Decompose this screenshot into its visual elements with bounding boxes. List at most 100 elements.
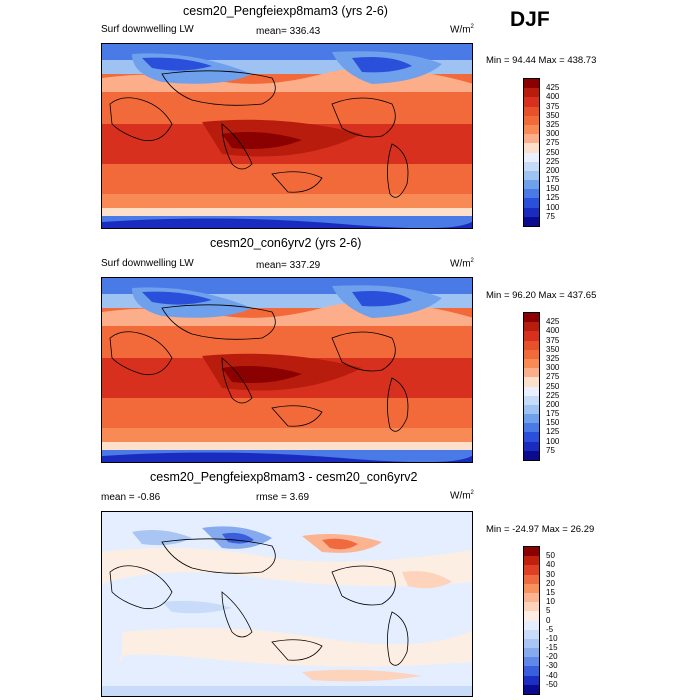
panel-1-title: cesm20_Pengfeiexp8mam3 (yrs 2-6) bbox=[183, 4, 388, 18]
colorbar-swatch bbox=[524, 386, 539, 396]
colorbar-swatch bbox=[524, 331, 539, 341]
colorbar-tick-label: 75 bbox=[546, 445, 555, 455]
panel-2-variable-label: Surf downwelling LW bbox=[101, 258, 194, 269]
colorbar-swatch bbox=[524, 349, 539, 359]
season-label: DJF bbox=[510, 8, 550, 31]
colorbar-tick-label: 250 bbox=[546, 381, 560, 391]
colorbar-tick-label: 5 bbox=[546, 606, 551, 616]
panel-3-map bbox=[101, 511, 473, 697]
panel-3-colorbar bbox=[523, 546, 540, 695]
colorbar-tick-label: -50 bbox=[546, 679, 558, 689]
colorbar-swatch bbox=[524, 675, 539, 685]
colorbar-tick-label: 30 bbox=[546, 569, 555, 579]
colorbar-tick-label: 0 bbox=[546, 615, 551, 625]
colorbar-tick-label: 10 bbox=[546, 597, 555, 607]
colorbar-tick-label: 375 bbox=[546, 101, 560, 111]
colorbar-tick-label: 350 bbox=[546, 344, 560, 354]
colorbar-tick-label: 50 bbox=[546, 551, 555, 561]
colorbar-swatch bbox=[524, 134, 539, 144]
colorbar-swatch bbox=[524, 684, 539, 694]
colorbar-tick-label: 400 bbox=[546, 326, 560, 336]
colorbar-swatch bbox=[524, 574, 539, 584]
colorbar-tick-label: -10 bbox=[546, 633, 558, 643]
colorbar-swatch bbox=[524, 189, 539, 199]
panel-1-minmax: Min = 94.44 Max = 438.73 bbox=[486, 55, 597, 66]
colorbar-tick-label: 175 bbox=[546, 409, 560, 419]
colorbar-swatch bbox=[524, 358, 539, 369]
colorbar-swatch bbox=[524, 450, 539, 460]
panel-1-variable-label: Surf downwelling LW bbox=[101, 24, 194, 35]
panel-3-units: W/m2 bbox=[450, 490, 474, 502]
colorbar-tick-label: 100 bbox=[546, 436, 560, 446]
panel-1-units: W/m2 bbox=[450, 24, 474, 36]
colorbar-swatch bbox=[524, 124, 539, 135]
colorbar-swatch bbox=[524, 657, 539, 667]
panel-3-rmse-label: rmse = 3.69 bbox=[256, 492, 310, 503]
colorbar-swatch bbox=[524, 547, 539, 557]
colorbar-tick-label: 425 bbox=[546, 317, 560, 327]
panel-2-minmax: Min = 96.20 Max = 437.65 bbox=[486, 290, 597, 301]
colorbar-swatch bbox=[524, 340, 539, 350]
colorbar-swatch bbox=[524, 368, 539, 378]
colorbar-swatch bbox=[524, 611, 539, 621]
colorbar-swatch bbox=[524, 414, 539, 424]
colorbar-tick-label: 225 bbox=[546, 390, 560, 400]
colorbar-swatch bbox=[524, 592, 539, 603]
colorbar-swatch bbox=[524, 377, 539, 387]
panel-2-units: W/m2 bbox=[450, 258, 474, 270]
colorbar-tick-label: 300 bbox=[546, 363, 560, 373]
colorbar-swatch bbox=[524, 395, 539, 405]
colorbar-swatch bbox=[524, 143, 539, 153]
colorbar-swatch bbox=[524, 152, 539, 162]
colorbar-tick-label: 125 bbox=[546, 427, 560, 437]
panel-1-map bbox=[101, 43, 473, 229]
colorbar-swatch bbox=[524, 115, 539, 125]
colorbar-tick-label: -5 bbox=[546, 624, 554, 634]
colorbar-tick-label: 75 bbox=[546, 211, 555, 221]
colorbar-swatch bbox=[524, 441, 539, 451]
colorbar-tick-label: -30 bbox=[546, 661, 558, 671]
colorbar-tick-label: 300 bbox=[546, 129, 560, 139]
colorbar-swatch bbox=[524, 629, 539, 639]
colorbar-tick-label: 275 bbox=[546, 372, 560, 382]
panel-3-mean-label: mean = -0.86 bbox=[101, 492, 161, 503]
colorbar-tick-label: 250 bbox=[546, 147, 560, 157]
panel-3-minmax: Min = -24.97 Max = 26.29 bbox=[486, 524, 595, 535]
panel-1-mean-label: mean= 336.43 bbox=[256, 26, 321, 37]
colorbar-swatch bbox=[524, 648, 539, 658]
panel-1-colorbar-segments bbox=[524, 79, 539, 226]
panel-2-title: cesm20_con6yrv2 (yrs 2-6) bbox=[210, 236, 362, 250]
panel-3-title: cesm20_Pengfeiexp8mam3 - cesm20_con6yrv2 bbox=[150, 470, 418, 484]
colorbar-swatch bbox=[524, 556, 539, 566]
colorbar-tick-label: 400 bbox=[546, 92, 560, 102]
colorbar-tick-label: 325 bbox=[546, 353, 560, 363]
colorbar-swatch bbox=[524, 216, 539, 226]
colorbar-swatch bbox=[524, 180, 539, 190]
panel-2-colorbar-segments bbox=[524, 313, 539, 460]
colorbar-tick-label: 150 bbox=[546, 418, 560, 428]
colorbar-tick-label: 225 bbox=[546, 156, 560, 166]
colorbar-swatch bbox=[524, 170, 539, 181]
colorbar-swatch bbox=[524, 198, 539, 208]
panel-2-map bbox=[101, 277, 473, 463]
colorbar-swatch bbox=[524, 88, 539, 98]
colorbar-swatch bbox=[524, 666, 539, 676]
colorbar-tick-label: 325 bbox=[546, 119, 560, 129]
colorbar-swatch bbox=[524, 602, 539, 612]
colorbar-tick-label: -20 bbox=[546, 652, 558, 662]
colorbar-tick-label: -40 bbox=[546, 670, 558, 680]
colorbar-tick-label: -15 bbox=[546, 643, 558, 653]
colorbar-swatch bbox=[524, 106, 539, 116]
colorbar-swatch bbox=[524, 322, 539, 332]
colorbar-swatch bbox=[524, 161, 539, 171]
colorbar-swatch bbox=[524, 97, 539, 107]
colorbar-swatch bbox=[524, 432, 539, 442]
colorbar-swatch bbox=[524, 620, 539, 630]
colorbar-tick-label: 200 bbox=[546, 399, 560, 409]
colorbar-tick-label: 175 bbox=[546, 175, 560, 185]
colorbar-tick-label: 20 bbox=[546, 578, 555, 588]
colorbar-tick-label: 40 bbox=[546, 560, 555, 570]
colorbar-tick-label: 350 bbox=[546, 110, 560, 120]
colorbar-swatch bbox=[524, 583, 539, 593]
colorbar-tick-label: 425 bbox=[546, 83, 560, 93]
